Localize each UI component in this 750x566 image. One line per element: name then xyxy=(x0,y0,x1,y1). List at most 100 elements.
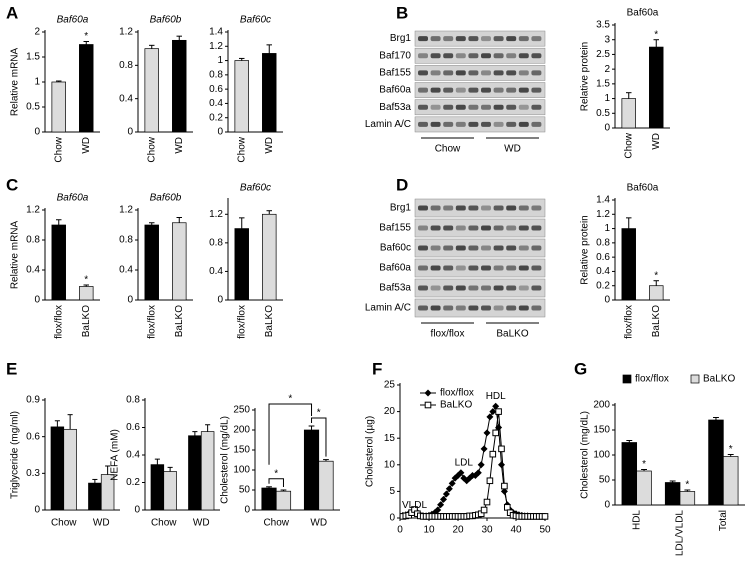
x-tick-label: BaLKO xyxy=(264,305,275,337)
blot-band xyxy=(531,245,542,251)
legend-label: flox/flox xyxy=(440,388,474,399)
blot-strip xyxy=(414,82,546,98)
y-tick-label: 50 xyxy=(599,475,611,486)
legend-label: BaLKO xyxy=(703,374,735,385)
blot-band xyxy=(455,225,466,231)
blot-band xyxy=(430,36,441,42)
y-tick-label: 5 xyxy=(389,486,395,497)
x-tick-label: WD xyxy=(174,137,185,154)
blot-band xyxy=(506,265,517,271)
y-axis-label: Relative protein xyxy=(580,215,591,284)
y-tick-label: 0.5 xyxy=(596,108,610,119)
blot-band xyxy=(455,87,466,93)
blot-row-label: Baf155 xyxy=(379,68,411,79)
marker xyxy=(498,461,505,469)
y-tick-label: 0.8 xyxy=(596,237,610,248)
bar xyxy=(144,48,159,133)
blot-band xyxy=(468,104,479,110)
blot-band xyxy=(455,205,466,211)
x-tick-label: 30 xyxy=(481,525,493,536)
blot-group-label: BaLKO xyxy=(496,329,528,340)
y-tick-label: 0.8 xyxy=(209,237,223,248)
y-tick-label: 1.4 xyxy=(596,195,610,206)
legend-label: flox/flox xyxy=(635,374,669,385)
chart-title: Baf60b xyxy=(150,15,182,26)
y-tick-label: 0.5 xyxy=(26,102,40,113)
blot-band xyxy=(531,121,542,127)
blot-band xyxy=(481,265,491,271)
marker xyxy=(474,469,482,477)
x-tick-label: 50 xyxy=(539,525,551,536)
blot-group-label: flox/flox xyxy=(431,329,465,340)
blot-strip xyxy=(414,116,546,133)
blot-band xyxy=(531,36,542,42)
blot-band xyxy=(531,104,542,110)
blot-band xyxy=(506,104,517,110)
marker xyxy=(442,490,450,498)
x-tick-label: flox/flox xyxy=(236,305,247,339)
marker xyxy=(500,487,508,495)
x-tick-label: BaLKO xyxy=(651,305,662,337)
bar xyxy=(261,487,277,511)
y-tick-label: 1.2 xyxy=(26,205,40,216)
y-tick-label: 0.4 xyxy=(26,265,40,276)
blot-band xyxy=(481,285,491,291)
blot-band xyxy=(531,265,542,271)
significance-star: * xyxy=(317,408,321,419)
blot-band xyxy=(455,53,466,59)
significance-star: * xyxy=(729,444,733,455)
bar xyxy=(649,285,664,301)
blot-band xyxy=(455,121,466,127)
bar xyxy=(679,491,696,506)
y-axis-label: Relative mRNA xyxy=(10,221,21,290)
bar xyxy=(234,60,249,133)
x-tick-label: Chow xyxy=(236,136,247,162)
blot-band xyxy=(518,225,529,231)
blot-band xyxy=(418,87,428,93)
x-tick-label: Chow xyxy=(151,518,177,529)
blot-band xyxy=(418,265,428,271)
y-tick-label: 1.4 xyxy=(209,27,223,38)
y-tick-label: 0.8 xyxy=(209,69,223,80)
blot-band xyxy=(443,265,454,271)
y-tick-label: 3 xyxy=(604,34,610,45)
significance-star: * xyxy=(685,480,689,491)
marker xyxy=(457,469,465,477)
marker xyxy=(495,408,502,415)
panel-label: D xyxy=(396,175,408,194)
blot-band xyxy=(455,305,466,311)
marker xyxy=(440,495,447,503)
marker xyxy=(489,408,497,416)
panel-label: G xyxy=(574,359,587,378)
panel-label: A xyxy=(6,3,18,22)
significance-star: * xyxy=(642,459,646,470)
blot-band xyxy=(443,53,454,59)
blot-band xyxy=(531,225,542,231)
y-tick-label: 250 xyxy=(233,405,250,416)
bar xyxy=(200,431,215,511)
blot-band xyxy=(443,205,454,211)
chart-title: Baf60c xyxy=(240,15,271,26)
y-tick-label: 0.6 xyxy=(126,422,140,433)
y-tick-label: 1.2 xyxy=(119,27,133,38)
bar xyxy=(303,429,320,511)
x-tick-label: WD xyxy=(81,137,92,154)
blot-band xyxy=(443,70,454,76)
y-tick-label: 2 xyxy=(34,27,40,38)
blot-row-label: Baf60c xyxy=(380,243,411,254)
bar xyxy=(722,456,739,506)
blot-band xyxy=(418,36,428,42)
blot-band xyxy=(481,245,491,251)
x-tick-label: Total xyxy=(718,510,729,531)
blot-band xyxy=(443,87,454,93)
blot-band xyxy=(481,70,491,76)
blot-band xyxy=(443,225,454,231)
y-axis-label: Triglyceride (mg/ml) xyxy=(10,411,21,499)
peak-label: LDL xyxy=(455,457,474,468)
blot-band xyxy=(430,104,441,110)
x-tick-label: WD xyxy=(193,518,210,529)
significance-bracket xyxy=(311,417,327,457)
blot-row-label: Baf170 xyxy=(379,50,411,61)
y-tick-label: 1.2 xyxy=(119,205,133,216)
